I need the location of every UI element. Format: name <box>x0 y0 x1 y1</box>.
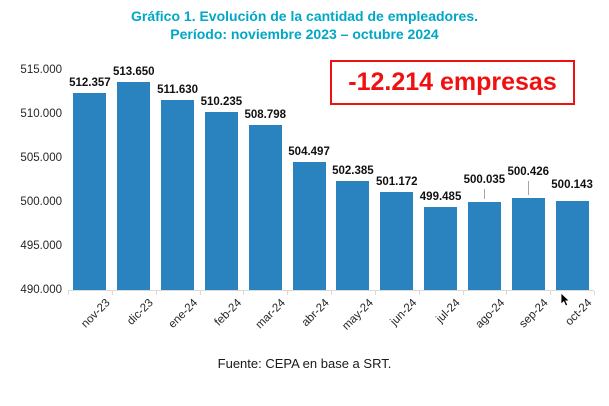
x-axis-tick <box>199 291 201 295</box>
bar <box>161 99 195 290</box>
source-note: Fuente: CEPA en base a SRT. <box>217 356 392 371</box>
chart-title: Gráfico 1. Evolución de la cantidad de e… <box>0 7 609 43</box>
label-leader-line <box>528 181 530 196</box>
bar <box>555 200 589 290</box>
x-axis-category-label: jun-24 <box>388 297 420 329</box>
x-axis-category-label: abr-24 <box>299 297 332 329</box>
y-axis-tick-label: 505.000 <box>20 152 62 164</box>
y-axis-tick-label: 495.000 <box>20 240 62 252</box>
chart-title-line2: Período: noviembre 2023 – octubre 2024 <box>170 26 439 42</box>
x-axis-tick <box>331 291 332 295</box>
x-axis-tick <box>374 291 376 295</box>
x-axis-category-label: dic-23 <box>125 297 157 328</box>
bar <box>73 93 107 290</box>
x-axis-category-label: feb-24 <box>212 297 244 329</box>
bar-value-label: 500.143 <box>551 178 593 191</box>
x-axis-tick <box>462 291 464 295</box>
x-axis-category-label: ago-24 <box>473 297 507 331</box>
bar-value-label: 504.497 <box>288 146 330 159</box>
annotation-box: -12.214 empresas <box>330 60 575 105</box>
chart-title-line1: Gráfico 1. Evolución de la cantidad de e… <box>131 8 478 24</box>
bar <box>292 162 326 290</box>
x-axis-tick <box>68 291 69 295</box>
y-axis-tick-label: 510.000 <box>20 108 62 120</box>
y-axis-tick-label: 515.000 <box>20 64 62 76</box>
x-axis-category-label: ene-24 <box>166 297 201 331</box>
x-axis-tick <box>594 291 595 295</box>
bar <box>336 181 370 290</box>
bar-value-label: 502.385 <box>332 165 374 177</box>
bar-value-label: 508.798 <box>244 108 287 121</box>
x-axis-line <box>68 290 594 291</box>
annotation-text: -12.214 empresas <box>348 68 557 96</box>
bar-value-label: 510.235 <box>200 95 243 108</box>
bar <box>117 81 151 290</box>
bar <box>204 111 238 290</box>
bar-value-label: 513.650 <box>112 65 155 78</box>
bar <box>248 124 282 290</box>
bar-value-label: 512.357 <box>69 77 111 90</box>
x-axis-category-label: sep-24 <box>517 297 551 331</box>
y-axis-tick-label: 490.000 <box>20 284 62 296</box>
x-axis-tick <box>155 291 157 295</box>
bar <box>511 198 545 290</box>
x-axis-tick <box>550 291 552 295</box>
mouse-cursor <box>560 292 571 307</box>
x-axis-tick <box>243 291 245 295</box>
x-axis-category-label: nov-23 <box>79 297 113 331</box>
x-axis-category-label: jul-24 <box>434 297 464 326</box>
bar-value-label: 511.630 <box>157 83 199 96</box>
label-leader-line <box>484 188 486 199</box>
bar-value-label: 499.485 <box>419 190 462 203</box>
x-axis-tick <box>506 291 508 295</box>
bar-value-label: 500.426 <box>507 166 550 179</box>
x-axis-tick <box>111 291 113 295</box>
bar-value-label: 500.035 <box>463 173 506 186</box>
bar <box>424 206 458 290</box>
x-axis-category-label: mar-24 <box>253 297 288 332</box>
bar <box>467 201 501 290</box>
x-axis-category-label: may-24 <box>339 297 376 333</box>
y-axis-tick-label: 500.000 <box>20 196 62 208</box>
x-axis-tick <box>418 291 420 295</box>
bar <box>380 191 414 290</box>
x-axis-tick <box>287 291 289 295</box>
bar-value-label: 501.172 <box>375 175 418 188</box>
